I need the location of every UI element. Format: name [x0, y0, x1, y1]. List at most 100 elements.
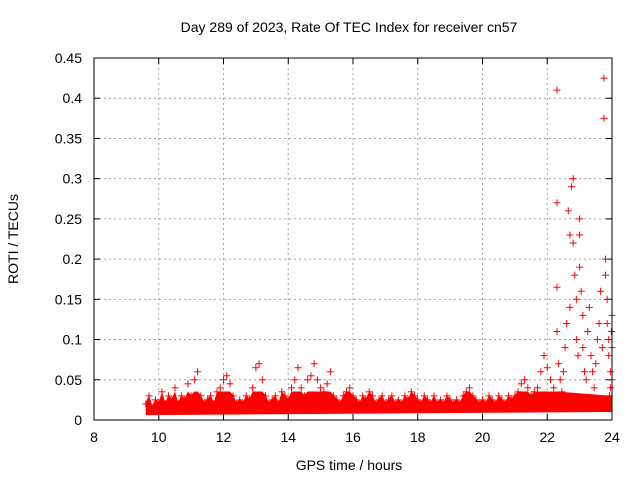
data-point	[563, 319, 571, 327]
data-point	[223, 372, 231, 380]
y-tick-label: 0.2	[63, 251, 83, 267]
data-point	[553, 86, 561, 94]
data-point	[317, 384, 325, 392]
data-point	[323, 380, 331, 388]
chart-title: Day 289 of 2023, Rate Of TEC Index for r…	[181, 19, 518, 35]
data-point	[584, 328, 592, 336]
data-point	[580, 368, 588, 376]
y-tick-label: 0.1	[63, 332, 83, 348]
x-axis-label: GPS time / hours	[296, 457, 403, 473]
data-point	[220, 376, 227, 384]
data-point	[194, 368, 202, 376]
data-point	[564, 207, 572, 215]
data-point	[606, 368, 614, 376]
data-point	[346, 384, 354, 392]
data-point	[572, 295, 580, 303]
data-point	[576, 263, 584, 271]
data-point	[592, 360, 600, 368]
data-point	[521, 376, 529, 384]
data-point	[249, 384, 257, 392]
data-point	[595, 319, 603, 327]
y-tick-label: 0.3	[63, 171, 83, 187]
x-tick-label: 16	[345, 429, 361, 445]
data-point	[593, 336, 601, 344]
data-point	[216, 384, 224, 392]
y-tick-label: 0.35	[55, 130, 82, 146]
data-point	[607, 328, 615, 336]
data-point	[466, 384, 474, 392]
data-point	[190, 376, 198, 384]
data-point	[582, 376, 590, 384]
data-point	[569, 239, 577, 247]
y-tick-label: 0.25	[55, 211, 82, 227]
x-tick-label: 12	[216, 429, 232, 445]
data-point	[559, 368, 567, 376]
grid-lines	[94, 58, 612, 420]
data-point	[579, 344, 587, 352]
data-point	[576, 215, 584, 223]
axis-ticks: 8 10 12 14 16 18 20 22 24 0 0.05 0.1 0.15 0.2 0.25 0.3 0…	[55, 50, 620, 445]
data-point	[603, 295, 611, 303]
x-tick-label: 24	[604, 429, 620, 445]
data-point	[587, 352, 595, 360]
y-tick-label: 0.45	[55, 50, 82, 66]
data-point	[561, 344, 569, 352]
data-point	[287, 384, 295, 392]
data-point	[297, 384, 305, 392]
y-tick-label: 0	[74, 412, 82, 428]
data-point	[310, 360, 318, 368]
data-point	[524, 384, 532, 392]
data-point	[597, 287, 605, 295]
data-point	[576, 231, 584, 239]
x-tick-label: 10	[151, 429, 167, 445]
data-point	[590, 384, 598, 392]
data-point	[184, 380, 192, 388]
data-point	[517, 380, 525, 388]
data-point	[313, 376, 321, 384]
plot-frame	[93, 57, 613, 421]
y-axis-label: ROTI / TECUs	[5, 194, 21, 284]
data-point	[568, 183, 576, 191]
data-point	[572, 336, 580, 344]
data-point	[258, 376, 266, 384]
data-point	[569, 175, 577, 183]
data-point	[537, 368, 545, 376]
data-point	[255, 360, 263, 368]
data-point	[605, 352, 613, 360]
dense-data-band	[145, 391, 613, 416]
data-point	[540, 352, 548, 360]
data-point	[307, 372, 315, 380]
data-point	[291, 376, 299, 384]
x-tick-label: 20	[475, 429, 491, 445]
x-tick-label: 18	[410, 429, 426, 445]
data-point	[550, 384, 558, 392]
data-point	[579, 311, 587, 319]
data-point	[589, 368, 597, 376]
data-point	[606, 384, 614, 392]
data-point	[326, 368, 334, 376]
y-tick-label: 0.15	[55, 291, 82, 307]
data-point	[555, 360, 563, 368]
x-tick-label: 14	[280, 429, 296, 445]
data-point	[585, 303, 593, 311]
data-point	[600, 74, 608, 82]
data-point	[605, 336, 613, 344]
data-point	[571, 271, 579, 279]
data-point	[602, 271, 610, 279]
data-point	[553, 283, 561, 291]
data-point	[602, 255, 610, 263]
data-point	[603, 319, 611, 327]
data-point	[226, 380, 234, 388]
data-point	[294, 364, 302, 372]
data-point	[598, 344, 606, 352]
data-point	[577, 287, 585, 295]
data-point	[556, 376, 564, 384]
y-tick-label: 0.05	[55, 372, 82, 388]
data-point	[553, 328, 561, 336]
data-point	[553, 199, 561, 207]
x-tick-label: 22	[539, 429, 555, 445]
data-point	[574, 352, 582, 360]
data-point	[546, 376, 554, 384]
data-point	[304, 376, 312, 384]
